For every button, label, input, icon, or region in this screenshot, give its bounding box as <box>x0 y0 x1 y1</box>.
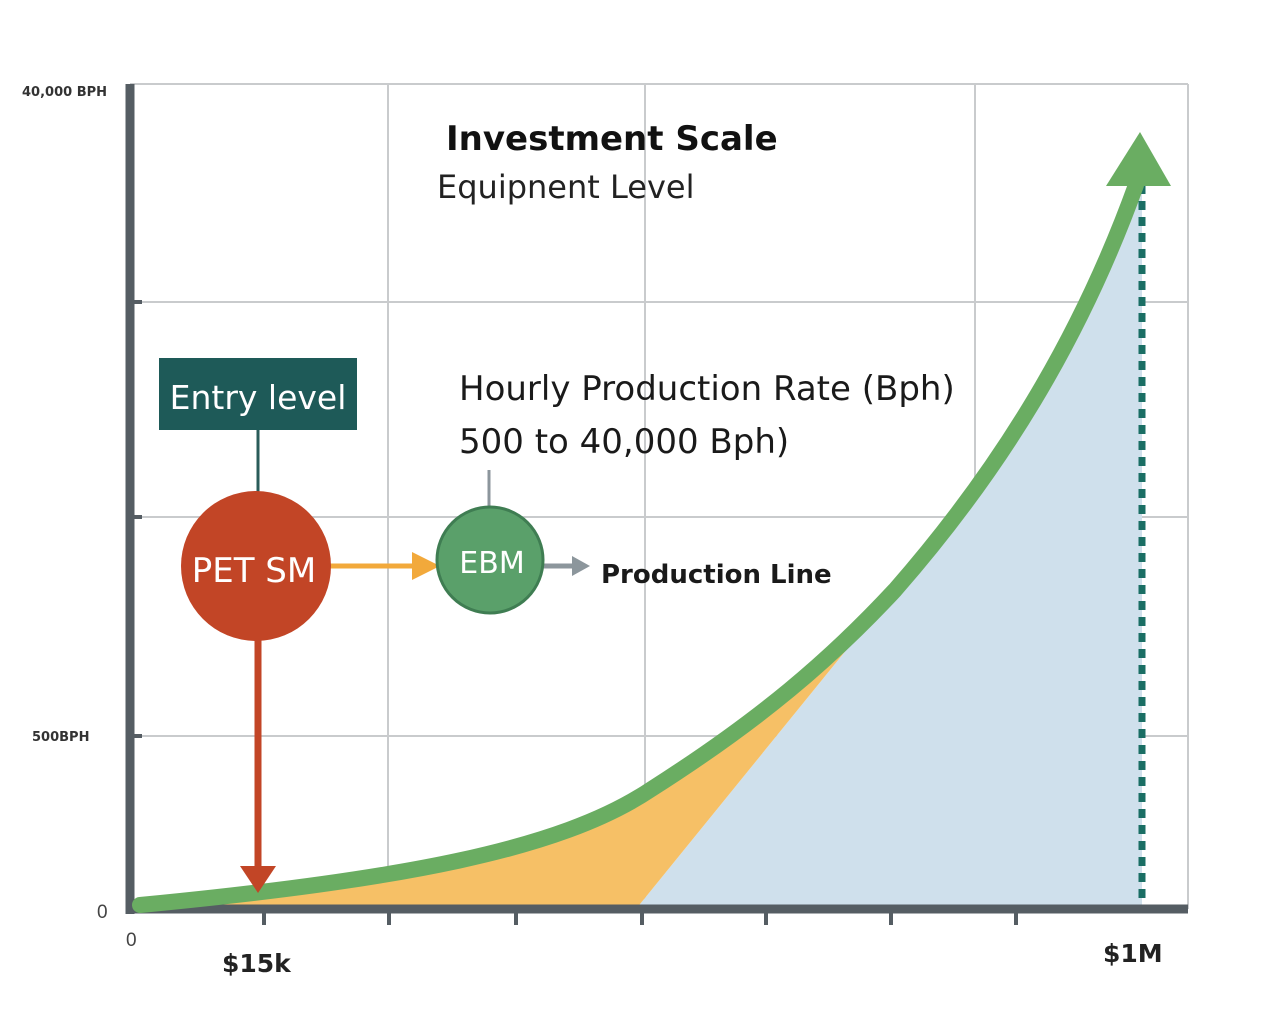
chart-title: Investment Scale <box>446 119 778 159</box>
x-tick-label-1m: $1M <box>1103 939 1163 968</box>
growth-arrowhead <box>1106 132 1171 186</box>
y-origin-label: 0 <box>97 902 108 923</box>
x-tick-label-15k: $15k <box>222 949 292 978</box>
ebm-label: EBM <box>459 546 524 581</box>
chart-subtitle: Equipnent Level <box>437 168 694 206</box>
ebm-node <box>435 505 545 615</box>
gray-arrow-head <box>572 556 590 576</box>
rate-annotation-line2: 500 to 40,000 Bph) <box>459 422 789 462</box>
entry-level-box <box>159 358 357 430</box>
x-origin-label: 0 <box>126 930 137 951</box>
orange-fill-region <box>140 590 895 909</box>
pet-sm-label: PET SM <box>192 551 316 591</box>
rate-annotation-line1: Hourly Production Rate (Bph) <box>459 369 955 409</box>
pet-sm-node <box>181 491 331 641</box>
y-tick-label-500: 500BPH <box>32 730 89 745</box>
orange-arrow-head <box>412 552 440 580</box>
blue-fill-region <box>636 170 1142 909</box>
entry-level-label: Entry level <box>170 378 347 417</box>
pet-sm-down-arrow-head <box>240 866 276 893</box>
y-tick-label-top: 40,000 BPH <box>22 85 107 100</box>
axes <box>125 84 1188 925</box>
growth-curve <box>132 177 1144 913</box>
production-line-label: Production Line <box>601 560 832 590</box>
